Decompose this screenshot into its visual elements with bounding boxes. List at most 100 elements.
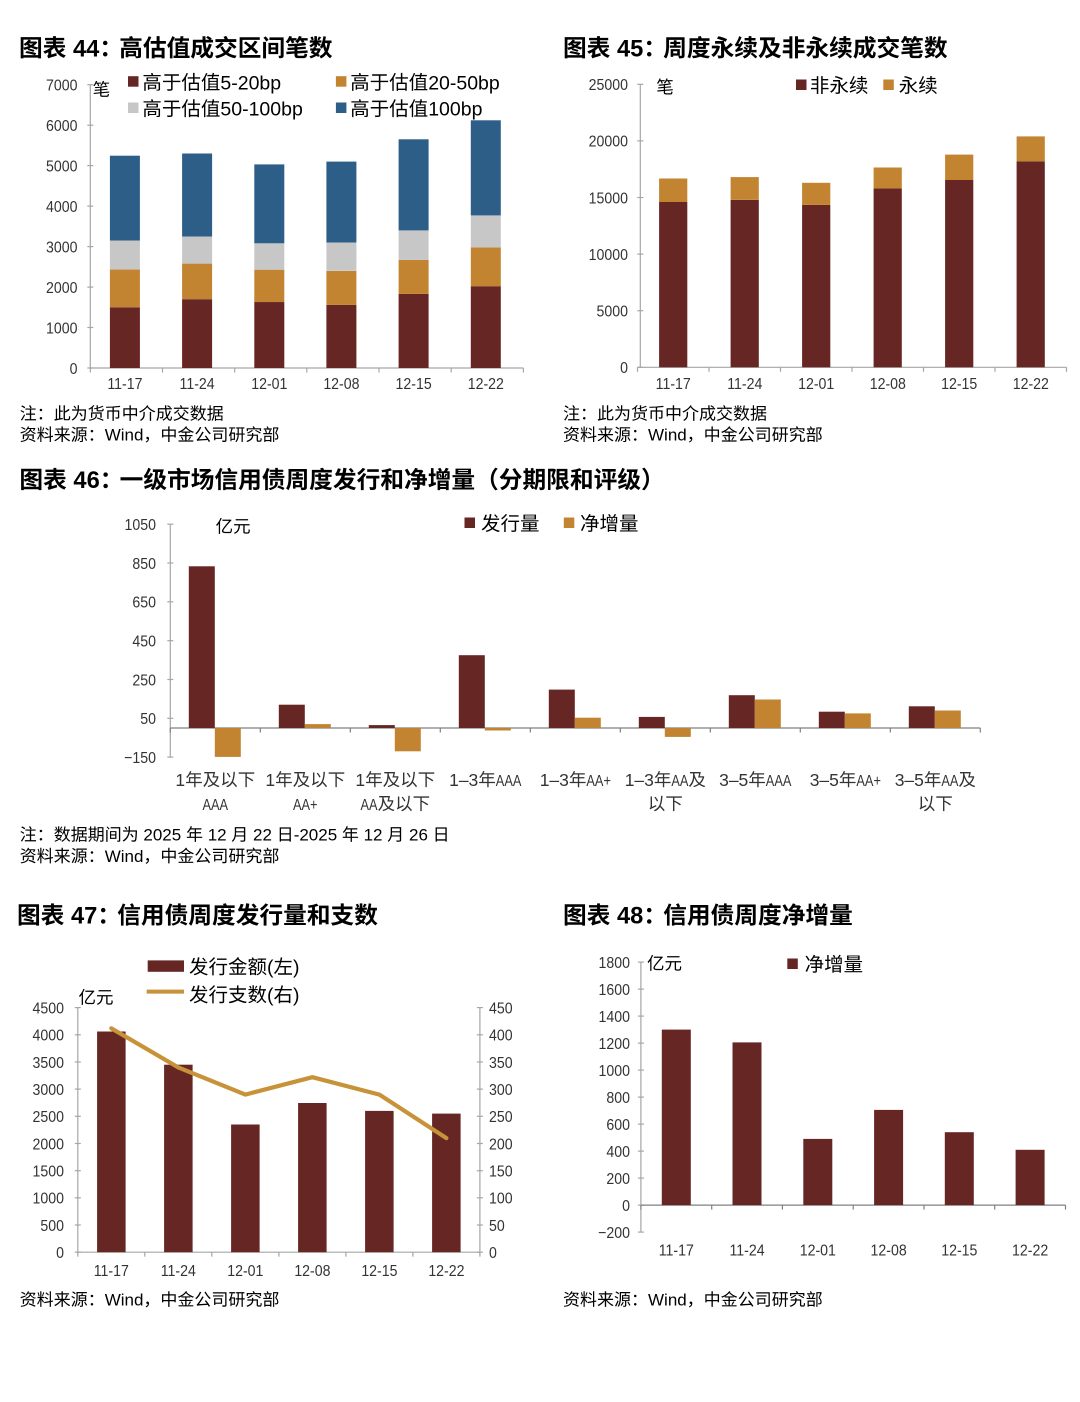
svg-text:250: 250 [132,672,156,690]
svg-text:12-22: 12-22 [1012,1242,1048,1260]
svg-text:12-01: 12-01 [798,375,834,393]
svg-text:12-08: 12-08 [294,1262,330,1280]
svg-text:1000: 1000 [33,1190,64,1208]
svg-text:1400: 1400 [599,1008,630,1026]
svg-text:6000: 6000 [46,117,77,135]
svg-text:−150: −150 [124,749,156,767]
svg-text:AAA: AAA [496,773,522,791]
svg-text:800: 800 [606,1089,630,1107]
svg-text:150: 150 [489,1163,513,1181]
svg-text:0: 0 [622,1197,630,1215]
svg-text:5000: 5000 [46,158,77,176]
svg-text:46: 46 [73,468,99,494]
svg-text:11-17: 11-17 [107,375,142,393]
svg-text:0: 0 [620,359,628,377]
svg-text:11-24: 11-24 [180,375,215,393]
svg-text:47: 47 [71,904,97,930]
svg-text:100bp: 100bp [428,99,482,121]
svg-text:3–5: 3–5 [719,770,748,790]
svg-text:50: 50 [489,1217,505,1235]
svg-text:5000: 5000 [597,303,628,321]
svg-text:850: 850 [132,555,156,573]
svg-text:12-01: 12-01 [251,375,287,393]
svg-text:Wind: Wind [105,847,144,866]
svg-text:12-22: 12-22 [468,375,504,393]
svg-text:650: 650 [132,594,156,612]
svg-text:48: 48 [617,904,643,930]
svg-text:AA+: AA+ [586,773,611,791]
svg-text:11-24: 11-24 [727,375,762,393]
svg-text:2000: 2000 [33,1136,64,1154]
svg-text:AA+: AA+ [856,773,881,791]
svg-text:44: 44 [73,36,100,62]
svg-text:2000: 2000 [46,279,77,297]
svg-text:600: 600 [606,1116,630,1134]
svg-text:12-22: 12-22 [1013,375,1049,393]
svg-text:15000: 15000 [589,190,628,208]
svg-text:7000: 7000 [46,77,77,95]
svg-text:250: 250 [489,1108,513,1126]
svg-text:4000: 4000 [46,198,77,216]
svg-text:AA: AA [941,773,958,791]
svg-text:5-20bp: 5-20bp [220,72,281,94]
svg-text:12-01: 12-01 [227,1262,263,1280]
svg-text:1050: 1050 [125,516,156,534]
svg-text:(: ( [267,957,274,979]
svg-text:12-15: 12-15 [361,1262,397,1280]
svg-text:400: 400 [606,1143,630,1161]
svg-text:50: 50 [140,710,156,728]
svg-text:45: 45 [617,36,643,62]
svg-text:−200: −200 [598,1224,630,1242]
svg-text:11-24: 11-24 [729,1242,764,1260]
svg-text:1000: 1000 [46,320,77,338]
svg-text:12-22: 12-22 [428,1262,464,1280]
svg-text:1: 1 [175,770,185,790]
svg-text:3000: 3000 [33,1081,64,1099]
svg-text:3–5: 3–5 [810,770,839,790]
svg-text:1500: 1500 [33,1163,64,1181]
svg-text:1600: 1600 [599,981,630,999]
svg-text:11-17: 11-17 [94,1262,129,1280]
svg-text:350: 350 [489,1054,513,1072]
svg-text:25000: 25000 [589,76,628,94]
svg-text:12-08: 12-08 [323,375,359,393]
svg-text:3000: 3000 [46,239,77,257]
svg-text:1200: 1200 [599,1035,630,1053]
svg-text:Wind: Wind [648,426,687,445]
svg-text:): ) [293,957,300,979]
svg-text:Wind: Wind [105,1291,144,1310]
svg-text:200: 200 [489,1136,513,1154]
svg-text:26: 26 [409,826,428,845]
svg-text:500: 500 [40,1217,64,1235]
svg-text:3–5: 3–5 [895,770,924,790]
svg-text:): ) [293,985,300,1007]
svg-text:12: 12 [364,826,383,845]
svg-text:12-15: 12-15 [396,375,432,393]
svg-text:11-17: 11-17 [656,375,691,393]
svg-text:Wind: Wind [105,426,144,445]
svg-text:0: 0 [70,360,78,378]
svg-text:2025: 2025 [143,826,181,845]
svg-text:22: 22 [253,826,272,845]
svg-text:11-17: 11-17 [659,1242,694,1260]
svg-text:11-24: 11-24 [161,1262,196,1280]
svg-text:Wind: Wind [648,1291,687,1310]
svg-text:20-50bp: 20-50bp [428,72,500,94]
svg-text:12-01: 12-01 [800,1242,836,1260]
svg-text:-2025: -2025 [294,826,337,845]
svg-text:10000: 10000 [589,246,628,264]
svg-text:1: 1 [265,770,275,790]
svg-text:1–3: 1–3 [540,770,569,790]
svg-text:1–3: 1–3 [449,770,478,790]
svg-text:200: 200 [606,1170,630,1188]
svg-text:300: 300 [489,1081,513,1099]
svg-text:1–3: 1–3 [625,770,654,790]
svg-text:3500: 3500 [33,1054,64,1072]
svg-text:1: 1 [355,770,365,790]
svg-text:450: 450 [489,1000,513,1018]
svg-text:50-100bp: 50-100bp [220,99,303,121]
svg-text:12: 12 [208,826,227,845]
svg-text:2500: 2500 [33,1108,64,1126]
svg-text:20000: 20000 [589,133,628,151]
svg-text:0: 0 [489,1244,497,1262]
